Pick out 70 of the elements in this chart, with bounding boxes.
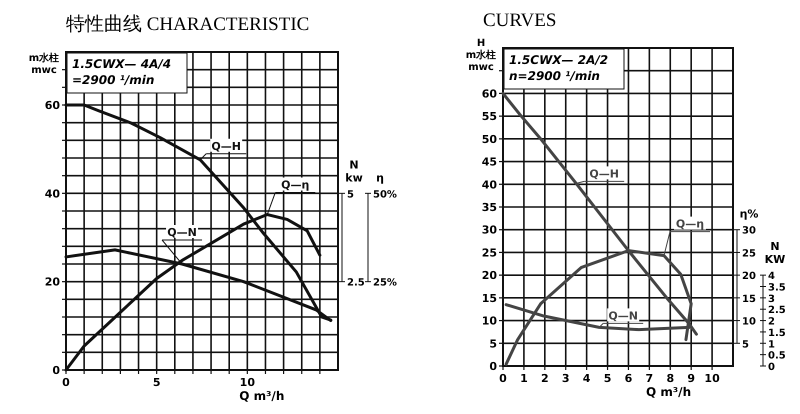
y-tick-label: 0 <box>489 360 498 373</box>
series-label: Q—H <box>589 167 619 180</box>
y2-tick-label: 30 <box>742 226 756 237</box>
y2-axis-title: η% <box>740 208 758 221</box>
x-tick-label: 10 <box>240 376 256 389</box>
y-tick-label: 60 <box>44 99 60 112</box>
y-axis-title: m水柱 mwc <box>28 52 60 76</box>
y3-tick-label: 25% <box>373 278 397 289</box>
y3-tick-label: 0.5 <box>768 350 786 362</box>
x-tick-label: 7 <box>646 372 654 385</box>
y3-axis-title: η <box>376 171 384 184</box>
chart-title: 特性曲线 CHARACTERISTIC <box>66 14 310 35</box>
y-tick-label: 45 <box>482 156 497 169</box>
y2-axis-title: N kw <box>345 158 363 184</box>
x-tick-label: 5 <box>152 376 160 389</box>
y3-tick-label: 2.5 <box>768 305 786 316</box>
annotation: =2900 ¹/min <box>72 73 154 87</box>
series-label: Q—N <box>167 226 197 239</box>
y-tick-label: 20 <box>44 276 60 289</box>
x-tick-label: 5 <box>604 372 612 385</box>
series-label: Q—H <box>211 140 241 153</box>
y3-axis-title: N KW <box>764 240 786 266</box>
y-tick-label: 50 <box>482 132 498 146</box>
y3-tick-label: 1 <box>768 339 775 350</box>
y3-tick-label: 0 <box>768 362 775 373</box>
annotation: 1.5CWX— 4A/4 <box>72 57 172 71</box>
chart-title: CURVES <box>483 10 556 31</box>
y2-tick-label: 5 <box>347 189 354 200</box>
x-tick-label: 4 <box>582 372 591 385</box>
series-label: Q—N <box>608 309 638 322</box>
x-axis-title: Q m³/h <box>239 389 284 403</box>
annotation: n=2900 ¹/min <box>509 69 600 83</box>
y-tick-label: 55 <box>482 110 497 124</box>
x-tick-label: 9 <box>687 372 696 385</box>
x-tick-label: 0 <box>62 376 70 389</box>
y-tick-label: 25 <box>482 246 497 260</box>
text: Q—η <box>281 178 310 192</box>
y-tick-label: 10 <box>482 314 498 328</box>
x-tick-label: 3 <box>562 372 570 385</box>
y3-tick-label: 3 <box>768 294 775 305</box>
y-tick-label: 35 <box>482 201 497 214</box>
y3-tick-label: 50% <box>373 189 397 200</box>
y2-tick-label: 10 <box>742 316 756 328</box>
y3-tick-label: 4 <box>768 271 775 282</box>
x-tick-label: 10 <box>704 372 720 385</box>
y2-tick-label: 15 <box>742 294 756 305</box>
y2-tick-label: 2.5 <box>347 278 365 289</box>
x-tick-label: 1 <box>520 372 528 385</box>
x-tick-label: 2 <box>540 372 549 385</box>
y-tick-label: 40 <box>44 187 60 200</box>
annotation: 1.5CWX— 2A/2 <box>509 53 608 67</box>
y2-tick-label: 25 <box>742 248 756 260</box>
y-tick-label: 0 <box>52 364 60 377</box>
y-tick-label: 40 <box>482 178 498 192</box>
y3-tick-label: 3.5 <box>768 282 786 294</box>
x-axis-title: Q m³/h <box>646 385 692 399</box>
y-tick-label: 15 <box>482 292 497 305</box>
y-axis-title: H m水柱 mwc <box>466 38 496 73</box>
y3-tick-label: 2 <box>768 316 775 328</box>
y2-tick-label: 20 <box>742 271 756 282</box>
y-tick-label: 30 <box>482 224 498 237</box>
y-tick-label: 60 <box>482 87 498 100</box>
y-tick-label: 20 <box>482 269 498 282</box>
y2-tick-label: 5 <box>742 339 749 350</box>
y-tick-label: 5 <box>489 337 497 350</box>
y3-tick-label: 1.5 <box>768 328 786 339</box>
x-tick-label: 6 <box>624 372 633 385</box>
x-tick-label: 8 <box>666 372 674 385</box>
text: Q—η <box>676 218 704 231</box>
x-tick-label: 0 <box>499 372 508 385</box>
